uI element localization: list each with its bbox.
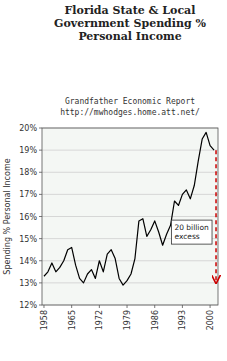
x-tick-label: 2000 (206, 310, 215, 330)
y-tick (39, 260, 42, 261)
x-tick (154, 305, 155, 308)
x-tick-label: 1958 (40, 310, 49, 330)
plot-area (42, 128, 218, 305)
y-tick-label: 18% (19, 168, 37, 177)
y-tick (39, 238, 42, 239)
y-tick-label: 13% (19, 279, 37, 288)
y-axis-label: Spending % Personal Income (3, 158, 12, 274)
grid-line (42, 260, 218, 261)
y-tick (39, 216, 42, 217)
y-tick (39, 282, 42, 283)
x-tick-label: 1986 (151, 310, 160, 330)
grid-line (42, 216, 218, 217)
y-tick-label: 20% (19, 124, 37, 133)
annotation: 20 billionexcess (171, 220, 212, 244)
annotation-box (171, 220, 212, 244)
y-tick (39, 128, 42, 129)
annotation-text: 20 billionexcess (174, 223, 209, 241)
chart: Florida State & LocalGovernment Spending… (0, 0, 227, 361)
x-tick-label: 1972 (95, 310, 104, 330)
data-line (44, 132, 214, 285)
subtitle: http://mwhodges.home.att.net/ (60, 108, 200, 117)
x-tick (43, 305, 44, 308)
y-tick (39, 150, 42, 151)
y-tick (39, 194, 42, 195)
y-tick (39, 172, 42, 173)
x-tick (71, 305, 72, 308)
plot-frame (42, 128, 218, 305)
y-tick-label: 17% (19, 190, 37, 199)
x-tick (182, 305, 183, 308)
grid-line (42, 282, 218, 283)
x-tick-label: 1993 (178, 310, 187, 330)
y-tick-label: 16% (19, 213, 37, 222)
x-tick-label: 1965 (68, 310, 77, 330)
x-tick-label: 1979 (123, 310, 132, 330)
x-tick (210, 305, 211, 308)
annotation-arrow (215, 150, 217, 283)
grid-line (42, 172, 218, 173)
y-tick-label: 14% (19, 257, 37, 266)
subtitle: Grandfather Economic Report (65, 97, 195, 106)
title: Florida State & LocalGovernment Spending… (54, 4, 206, 43)
grid-line (42, 150, 218, 151)
y-tick-label: 12% (19, 301, 37, 310)
y-tick (39, 305, 42, 306)
x-tick (99, 305, 100, 308)
y-tick-label: 19% (19, 146, 37, 155)
x-tick (127, 305, 128, 308)
plot-marks (44, 132, 214, 285)
y-tick-label: 15% (19, 235, 37, 244)
